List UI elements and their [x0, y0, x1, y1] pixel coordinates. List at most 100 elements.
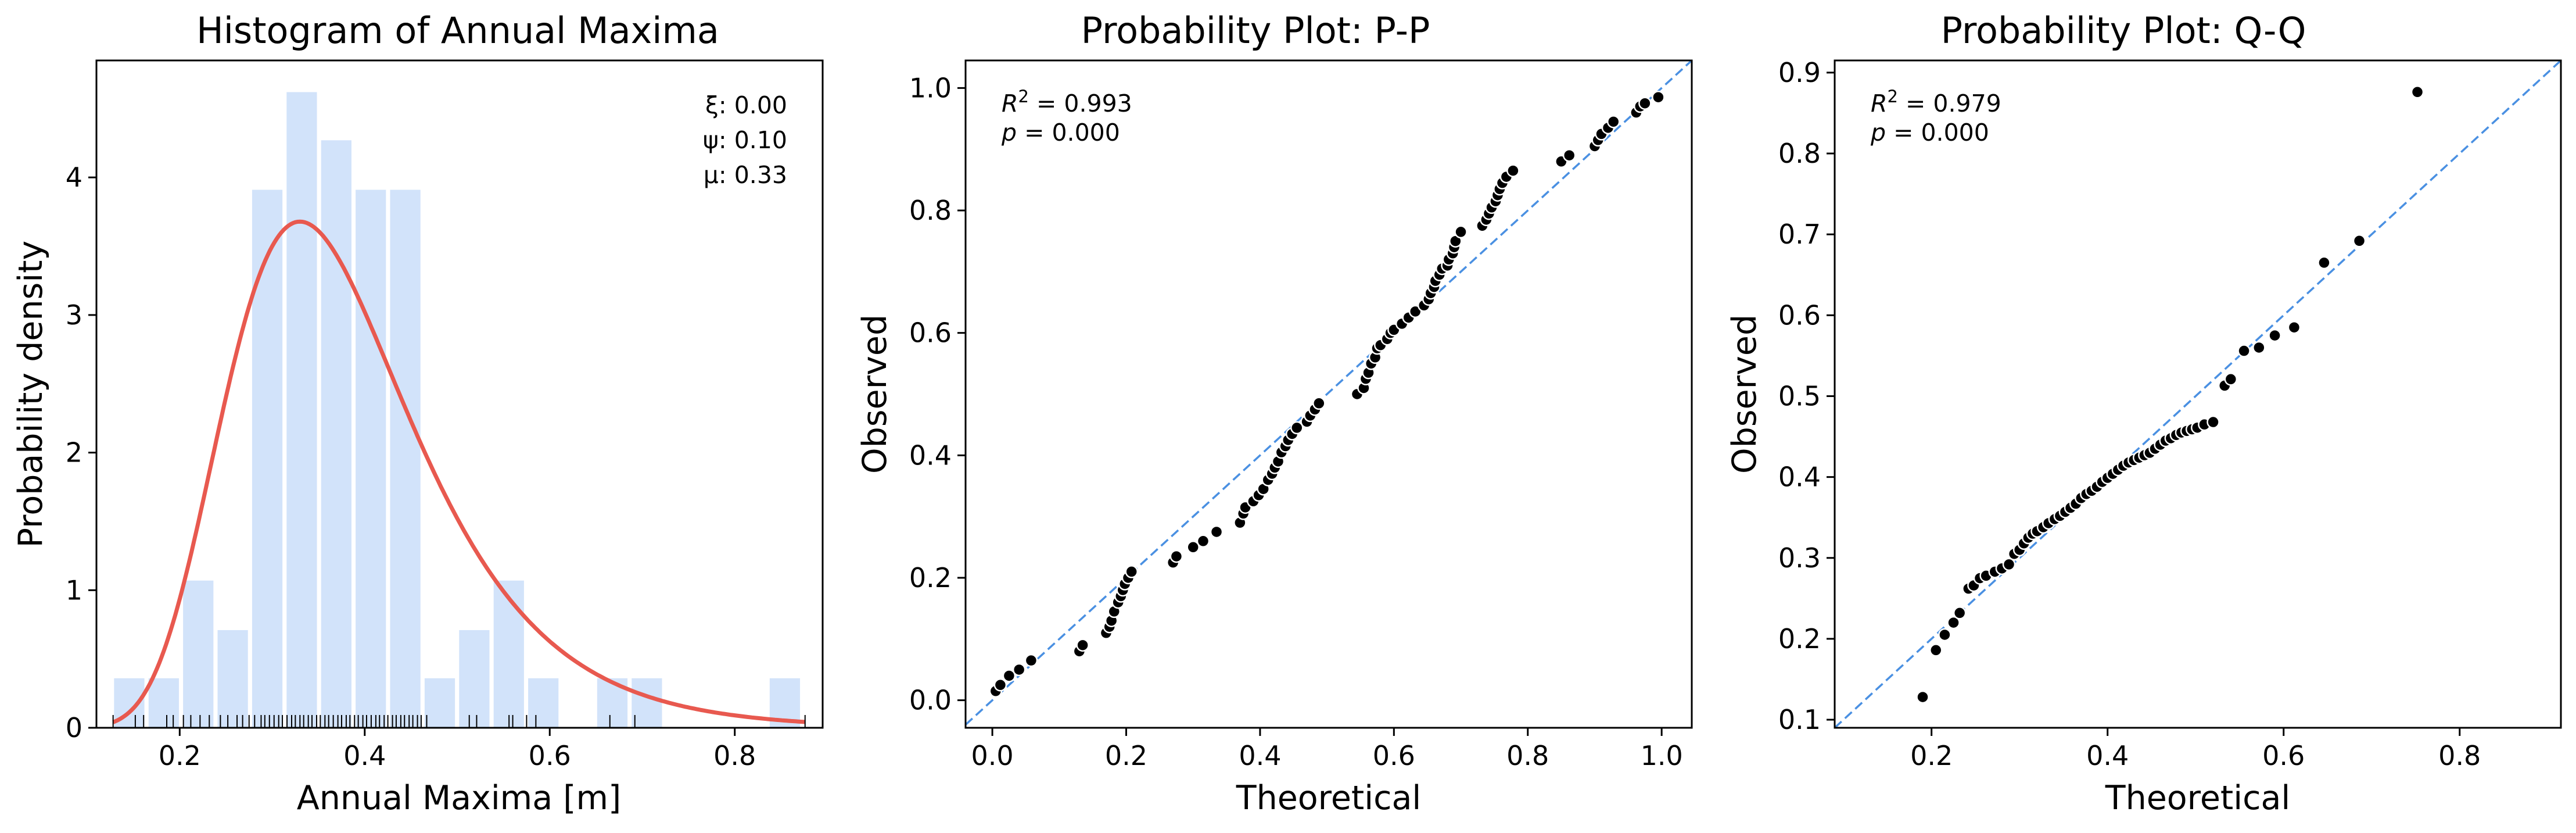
histogram-bars	[114, 92, 801, 728]
param-psi-label: ψ: 0.10	[703, 126, 787, 154]
y-tick-label: 0.9	[1778, 57, 1821, 88]
data-point	[2352, 234, 2366, 248]
data-point	[2237, 344, 2251, 357]
qq-r2-value: 0.979	[1933, 90, 2001, 117]
histogram-bar	[632, 678, 662, 728]
y-tick-label: 2	[66, 437, 82, 469]
data-point	[1076, 638, 1089, 652]
histogram-bar	[148, 678, 179, 728]
data-point	[1606, 115, 1620, 128]
histogram-bar	[356, 190, 386, 728]
x-tick-label: 0.2	[1105, 740, 1147, 771]
pp-p-label: p = 0.000	[1001, 119, 1120, 146]
x-tick-label: 0.4	[343, 740, 386, 771]
y-tick-label: 0.1	[1778, 704, 1821, 735]
param-mu-label: μ: 0.33	[704, 161, 787, 189]
histogram-bar	[286, 92, 317, 728]
qq-p-value: 0.000	[1921, 119, 1989, 146]
pp-y-label: Observed	[856, 314, 894, 474]
histogram-bar	[528, 678, 559, 728]
data-point	[1938, 628, 1951, 642]
y-tick-label: 0.8	[1778, 138, 1821, 169]
histogram-bar	[424, 678, 455, 728]
pp-p-value: 0.000	[1052, 119, 1120, 146]
histogram-axes-frame	[95, 59, 824, 729]
data-point	[1024, 653, 1038, 667]
qq-p-label: p = 0.000	[1870, 119, 1989, 146]
y-tick-label: 0.2	[1778, 623, 1821, 655]
y-tick-label: 1.0	[909, 72, 952, 103]
data-point	[2252, 341, 2266, 355]
x-tick-label: 0.0	[971, 740, 1014, 771]
x-tick-label: 0.6	[2262, 740, 2305, 771]
histogram-bar	[493, 580, 524, 728]
data-point	[1947, 616, 1960, 630]
y-tick-label: 0.0	[909, 685, 952, 716]
data-point	[2287, 320, 2301, 334]
histogram-bar	[217, 630, 248, 728]
qq-reference-line	[1834, 59, 2562, 729]
y-tick-label: 0.4	[1778, 462, 1821, 493]
data-point	[1186, 541, 1200, 554]
data-point	[1929, 643, 1943, 657]
data-point	[2317, 256, 2331, 270]
y-tick-label: 0	[66, 712, 82, 743]
x-tick-label: 0.4	[2086, 740, 2129, 771]
y-tick-label: 0.3	[1778, 542, 1821, 574]
qq-plot-panel: Probability Plot: Q-Q 0.1 0.2 0.3 0.4 0.5 0.6…	[1725, 9, 2562, 817]
x-tick-label: 0.2	[1910, 740, 1953, 771]
y-tick-label: 0.7	[1778, 219, 1821, 250]
x-tick-label: 0.8	[2438, 740, 2481, 771]
x-tick-label: 0.4	[1239, 740, 1281, 771]
y-tick-label: 0.5	[1778, 380, 1821, 412]
qq-axes-frame	[1834, 59, 2562, 729]
histogram-y-label: Probability density	[12, 241, 50, 548]
data-point	[1012, 663, 1026, 677]
x-tick-label: 0.8	[1506, 740, 1549, 771]
data-point	[1408, 305, 1422, 319]
data-point	[1196, 534, 1210, 548]
qq-y-ticks: 0.1 0.2 0.3 0.4 0.5 0.6 0.7 0.8 0.9	[1778, 57, 1835, 735]
pp-r2-label: R2 = 0.993	[1002, 87, 1132, 117]
data-point	[1638, 96, 1652, 110]
y-tick-label: 0.6	[1778, 299, 1821, 331]
histogram-x-ticks: 0.2 0.4 0.6 0.8	[159, 728, 756, 771]
pp-axes-frame	[964, 59, 1693, 729]
data-point	[993, 678, 1007, 692]
histogram-y-ticks: 0 1 2 3 4	[66, 162, 96, 743]
histogram-bar	[252, 190, 283, 728]
y-tick-label: 0.8	[909, 195, 952, 226]
data-point	[1125, 565, 1138, 578]
histogram-bar	[183, 580, 214, 728]
pp-points	[989, 90, 1665, 698]
x-tick-label: 0.8	[713, 740, 756, 771]
data-point	[1916, 690, 1929, 704]
data-point	[1210, 525, 1224, 539]
data-point	[1002, 669, 1016, 682]
qq-x-ticks: 0.2 0.4 0.6 0.8	[1910, 728, 2481, 771]
pp-r2-value: 0.993	[1064, 90, 1132, 117]
data-point	[2002, 557, 2016, 571]
qq-points	[1916, 85, 2424, 704]
histogram-title: Histogram of Annual Maxima	[196, 9, 719, 52]
histogram-bar	[390, 190, 421, 728]
histogram-bar	[321, 140, 351, 728]
x-tick-label: 1.0	[1641, 740, 1683, 771]
pp-y-ticks: 0.0 0.2 0.4 0.6 0.8 1.0	[909, 72, 966, 716]
fitted-pdf-curve	[112, 219, 805, 724]
y-tick-label: 3	[66, 299, 82, 331]
data-point	[2224, 373, 2238, 386]
data-point	[1312, 396, 1326, 410]
data-point	[1290, 421, 1304, 435]
pp-plot-title: Probability Plot: P-P	[1081, 9, 1430, 52]
qq-plot-title: Probability Plot: Q-Q	[1941, 9, 2306, 52]
pp-x-ticks: 0.0 0.2 0.4 0.6 0.8 1.0	[971, 728, 1683, 771]
histogram-bar	[459, 630, 490, 728]
data-point	[1169, 549, 1183, 563]
qq-x-label: Theoretical	[2105, 779, 2290, 817]
pp-plot-panel: Probability Plot: P-P 0.0 0.2 0.4 0.6 0.8 1.0…	[856, 9, 1693, 817]
x-tick-label: 0.6	[529, 740, 571, 771]
param-xi-label: ξ: 0.00	[705, 91, 787, 119]
